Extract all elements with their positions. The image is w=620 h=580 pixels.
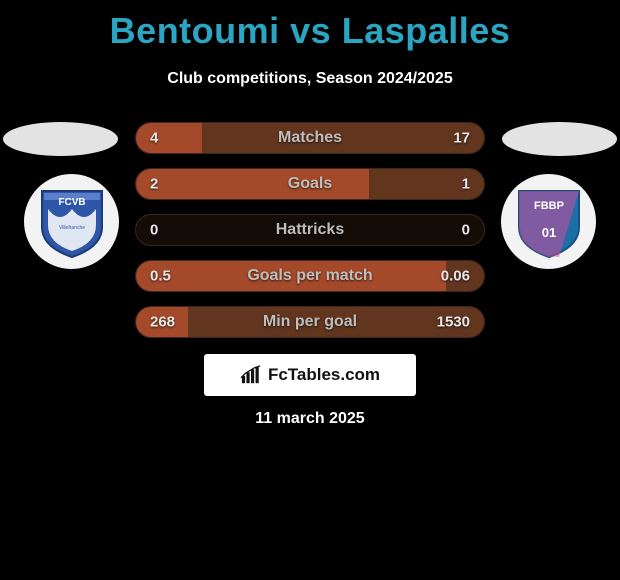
- comparison-date: 11 march 2025: [0, 410, 620, 428]
- stat-row: 00Hattricks: [135, 214, 485, 246]
- stat-row: 21Goals: [135, 168, 485, 200]
- svg-text:01: 01: [541, 225, 555, 240]
- stat-row: 417Matches: [135, 122, 485, 154]
- svg-text:FCVB: FCVB: [58, 197, 85, 208]
- stat-row: 0.50.06Goals per match: [135, 260, 485, 292]
- chart-icon: [240, 365, 262, 385]
- stat-row: 2681530Min per goal: [135, 306, 485, 338]
- player-slot-right: [502, 122, 617, 156]
- club-shield-left: FCVB Villefranche: [40, 185, 104, 259]
- comparison-subtitle: Club competitions, Season 2024/2025: [0, 70, 620, 88]
- club-shield-right: FBBP 01: [517, 185, 581, 259]
- branding-badge: FcTables.com: [204, 354, 416, 396]
- player-slot-left: [3, 122, 118, 156]
- stat-label: Goals per match: [136, 267, 484, 285]
- comparison-title: Bentoumi vs Laspalles: [0, 0, 620, 52]
- stat-label: Hattricks: [136, 221, 484, 239]
- stat-label: Matches: [136, 129, 484, 147]
- stat-label: Min per goal: [136, 313, 484, 331]
- stat-label: Goals: [136, 175, 484, 193]
- club-logo-right: FBBP 01: [501, 174, 596, 269]
- svg-text:Villefranche: Villefranche: [58, 225, 84, 231]
- branding-text: FcTables.com: [268, 365, 380, 385]
- stats-panel: 417Matches 21Goals 00Hattricks 0.50.06Goals…: [135, 122, 485, 352]
- svg-text:FBBP: FBBP: [534, 200, 564, 212]
- club-logo-left: FCVB Villefranche: [24, 174, 119, 269]
